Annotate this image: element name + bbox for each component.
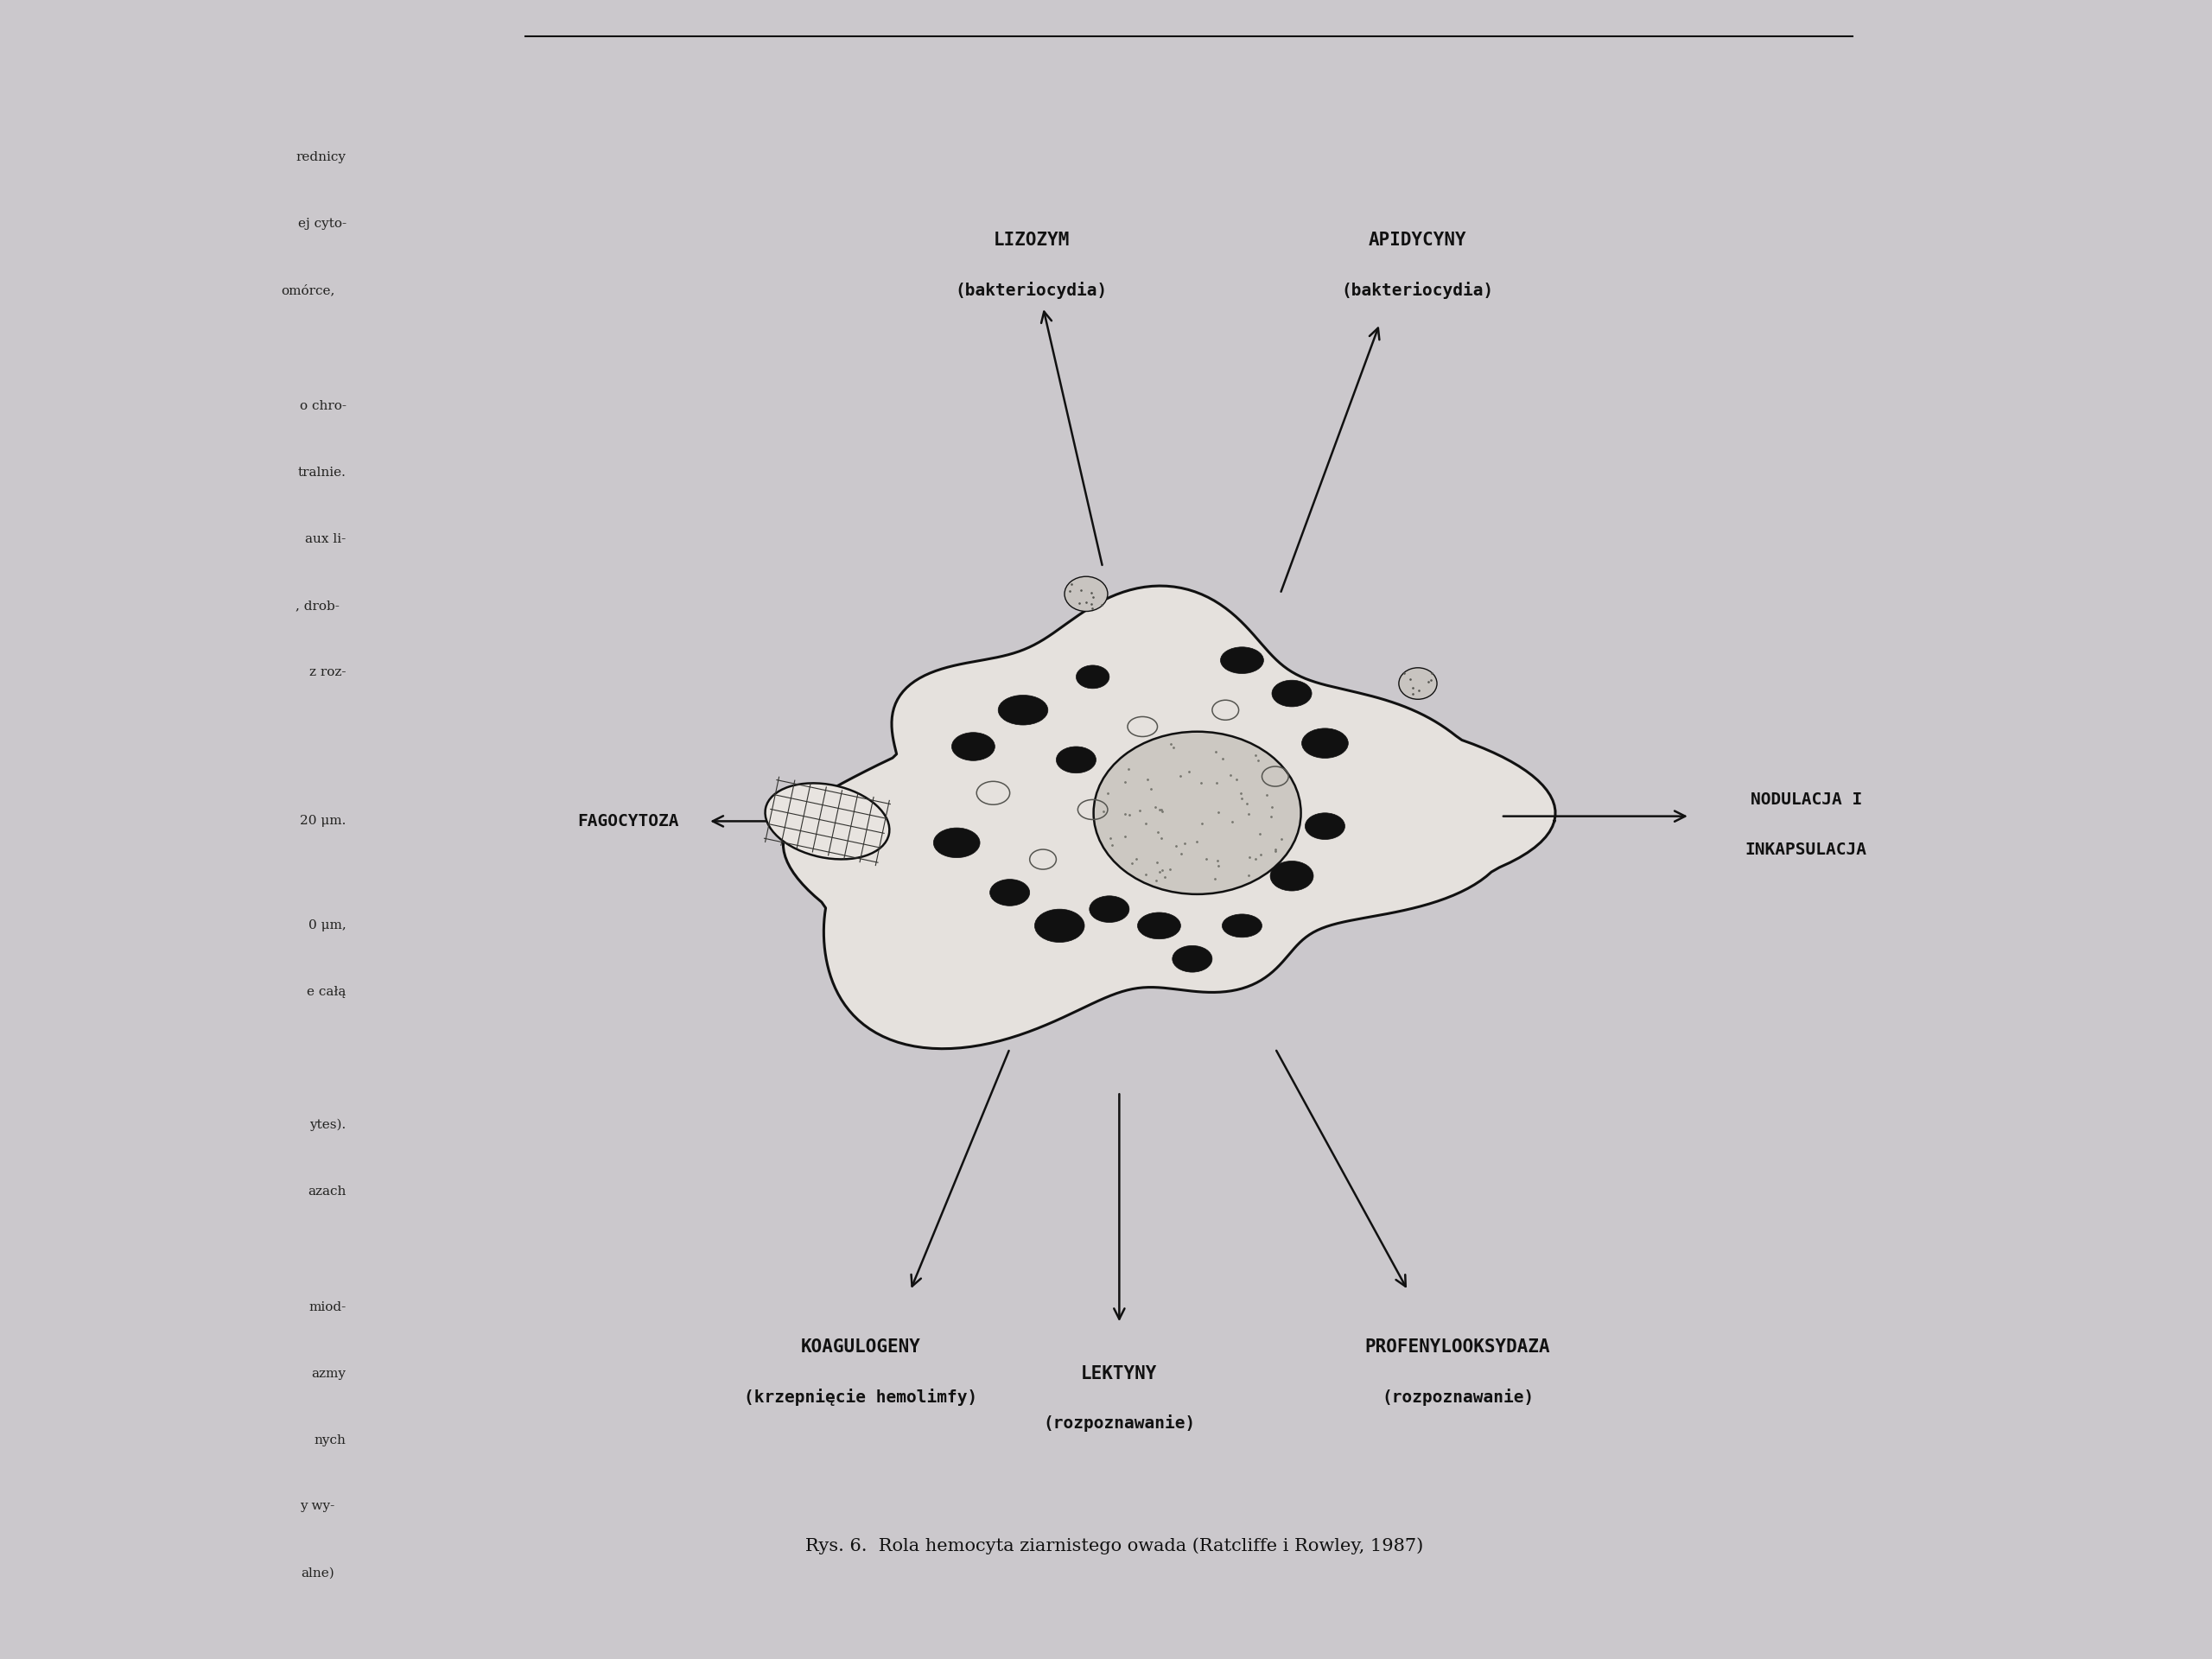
Text: FAGOCYTOZA: FAGOCYTOZA (577, 813, 679, 830)
Text: LIZOZYM: LIZOZYM (993, 232, 1071, 249)
Text: INKAPSULACJA: INKAPSULACJA (1745, 841, 1867, 858)
Ellipse shape (1093, 732, 1301, 894)
Ellipse shape (998, 695, 1048, 725)
Ellipse shape (1057, 747, 1097, 773)
Ellipse shape (1075, 665, 1108, 688)
Text: omórce,: omórce, (281, 284, 334, 297)
Text: PROFENYLOOKSYDAZA: PROFENYLOOKSYDAZA (1365, 1339, 1551, 1355)
Text: APIDYCYNY: APIDYCYNY (1369, 232, 1467, 249)
Ellipse shape (1035, 909, 1084, 942)
Text: ej cyto-: ej cyto- (299, 217, 345, 231)
Ellipse shape (951, 733, 995, 760)
Text: azmy: azmy (312, 1367, 345, 1380)
Text: alne): alne) (301, 1566, 334, 1579)
Polygon shape (783, 586, 1555, 1048)
Ellipse shape (991, 879, 1029, 906)
Text: o chro-: o chro- (299, 400, 345, 413)
Text: z roz-: z roz- (310, 665, 345, 679)
Ellipse shape (1221, 647, 1263, 674)
Text: (rozpoznawanie): (rozpoznawanie) (1044, 1415, 1194, 1432)
Text: (bakteriocydia): (bakteriocydia) (956, 282, 1108, 299)
Ellipse shape (1088, 896, 1128, 922)
Text: 0 μm,: 0 μm, (307, 919, 345, 932)
Text: LEKTYNY: LEKTYNY (1082, 1365, 1157, 1382)
Text: tralnie.: tralnie. (299, 466, 345, 479)
Text: (rozpoznawanie): (rozpoznawanie) (1382, 1389, 1533, 1405)
Text: aux li-: aux li- (305, 533, 345, 546)
Ellipse shape (1398, 667, 1438, 700)
Text: rednicy: rednicy (296, 151, 345, 164)
Ellipse shape (1270, 861, 1314, 891)
Text: nych: nych (314, 1433, 345, 1447)
Text: KOAGULOGENY: KOAGULOGENY (801, 1339, 920, 1355)
Ellipse shape (1301, 728, 1349, 758)
Ellipse shape (1064, 577, 1108, 612)
Ellipse shape (1172, 946, 1212, 972)
Text: y wy-: y wy- (301, 1500, 334, 1513)
Ellipse shape (933, 828, 980, 858)
Ellipse shape (1137, 912, 1181, 939)
Ellipse shape (1272, 680, 1312, 707)
Text: ytes).: ytes). (310, 1118, 345, 1131)
Ellipse shape (765, 783, 889, 859)
Text: Rys. 6.  Rola hemocyta ziarnistego owada (Ratcliffe i Rowley, 1987): Rys. 6. Rola hemocyta ziarnistego owada … (805, 1538, 1422, 1554)
Text: 20 μm.: 20 μm. (301, 815, 345, 828)
Text: e całą: e całą (307, 985, 345, 999)
Text: NODULACJA I: NODULACJA I (1750, 791, 1863, 808)
Ellipse shape (1223, 914, 1261, 937)
Text: miod-: miod- (310, 1301, 345, 1314)
Text: , drob-: , drob- (296, 599, 341, 612)
Ellipse shape (1305, 813, 1345, 839)
Text: azach: azach (307, 1185, 345, 1198)
Text: (krzepnięcie hemolimfy): (krzepnięcie hemolimfy) (743, 1389, 978, 1405)
Text: (bakteriocydia): (bakteriocydia) (1343, 282, 1493, 299)
